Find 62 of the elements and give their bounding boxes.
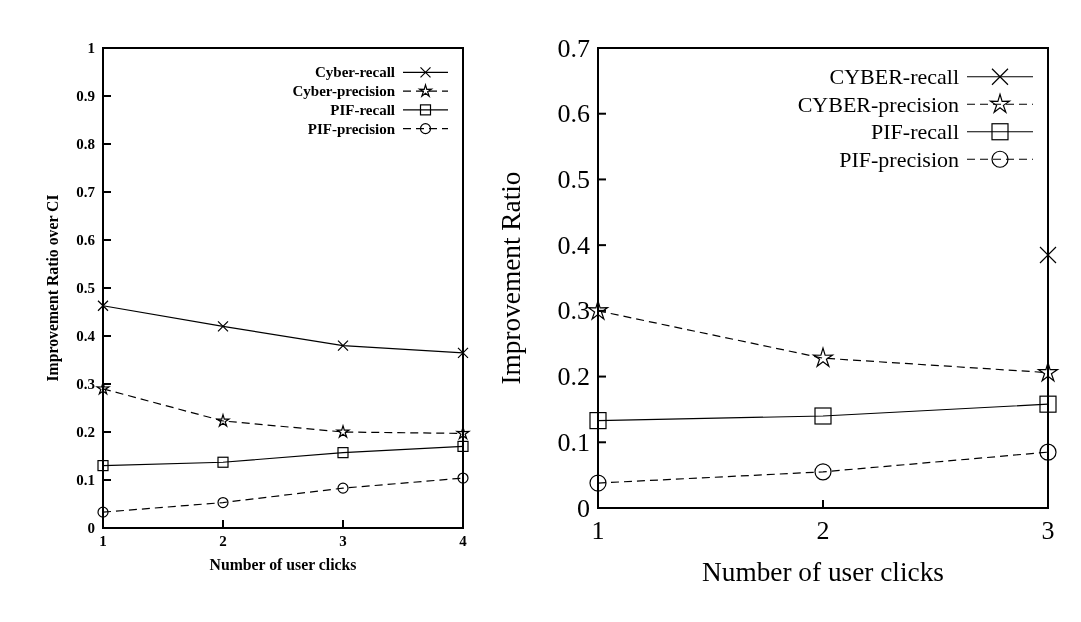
- y-tick-label: 0.6: [557, 99, 590, 129]
- y-tick-label: 0.3: [557, 296, 590, 326]
- y-tick-label: 0.1: [557, 427, 590, 457]
- point: [216, 414, 230, 427]
- y-tick-label: 0.5: [557, 164, 590, 194]
- x-axis-title: Number of user clicks: [702, 556, 944, 587]
- x-tick-label: 2: [219, 533, 227, 549]
- point: [97, 506, 109, 518]
- point: [456, 426, 470, 440]
- point: [814, 463, 832, 481]
- x-tick-label: 1: [99, 533, 107, 549]
- x-tick-label: 3: [1041, 516, 1055, 546]
- point: [1039, 443, 1057, 461]
- legend-label: Cyber-recall: [315, 64, 395, 81]
- y-tick-label: 0.9: [76, 88, 95, 104]
- y-tick-label: 0.8: [76, 136, 95, 152]
- point: [457, 472, 469, 484]
- point: [587, 300, 609, 320]
- point: [1039, 246, 1057, 264]
- y-tick-label: 0.7: [557, 33, 590, 63]
- y-tick-label: 0.2: [557, 362, 590, 392]
- x-tick-label: 4: [459, 533, 468, 549]
- y-tick-label: 0.6: [76, 232, 96, 248]
- y-tick-label: 0: [87, 520, 95, 536]
- legend-label: CYBER-recall: [829, 64, 959, 90]
- legend-label: PIF-precision: [307, 120, 396, 137]
- point: [1039, 395, 1057, 413]
- y-tick-label: 0: [577, 493, 590, 523]
- y-tick-label: 0.4: [557, 230, 590, 260]
- point: [217, 496, 229, 509]
- point: [1037, 362, 1059, 382]
- point: [336, 425, 350, 438]
- y-tick-label: 1: [87, 40, 95, 56]
- point: [589, 474, 607, 492]
- point: [217, 456, 229, 468]
- legend-label: PIF-recall: [871, 119, 959, 145]
- point: [589, 412, 607, 430]
- legend-label: CYBER-precision: [797, 91, 959, 117]
- point: [814, 407, 832, 425]
- y-axis-title: Improvement Ratio: [496, 171, 526, 385]
- point: [217, 320, 229, 332]
- legend-label: PIF-precision: [839, 146, 959, 172]
- y-tick-label: 0.1: [76, 472, 95, 488]
- y-tick-label: 0.4: [76, 328, 96, 344]
- point: [97, 460, 109, 472]
- point: [337, 447, 349, 459]
- legend-label: PIF-recall: [330, 101, 395, 118]
- x-tick-label: 2: [816, 516, 830, 546]
- legend-label: Cyber-precision: [292, 83, 396, 100]
- x-axis-title: Number of user clicks: [209, 556, 357, 573]
- y-tick-label: 0.7: [76, 184, 96, 200]
- point: [337, 340, 349, 352]
- y-tick-label: 0.3: [76, 376, 95, 392]
- point: [337, 482, 349, 494]
- point: [457, 347, 469, 359]
- y-axis-title: Improvement Ratio over CI: [44, 194, 62, 382]
- point: [97, 300, 109, 312]
- y-tick-label: 0.2: [76, 424, 95, 440]
- x-tick-label: 3: [339, 533, 347, 549]
- point: [457, 440, 469, 452]
- point: [812, 347, 834, 367]
- y-tick-label: 0.5: [76, 280, 95, 296]
